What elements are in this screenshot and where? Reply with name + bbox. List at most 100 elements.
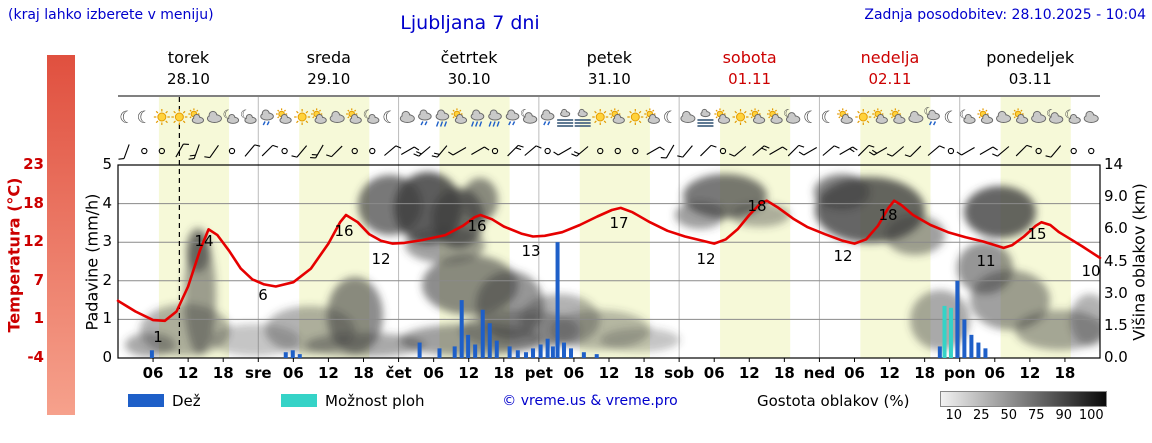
wind-barb-icon bbox=[310, 144, 324, 159]
day-name: sobota bbox=[722, 48, 777, 67]
weather-icon-partly bbox=[714, 108, 731, 124]
svg-text:☾: ☾ bbox=[959, 107, 970, 121]
wind-barb-icon bbox=[839, 146, 858, 155]
weather-icon-cloud bbox=[329, 110, 345, 123]
temperature-tick: 12 bbox=[23, 232, 44, 251]
time-tick-label: 06 bbox=[423, 364, 444, 382]
temperature-tick: 18 bbox=[23, 193, 44, 212]
weather-icon-cloud bbox=[908, 110, 924, 123]
weather-icon-sun bbox=[153, 109, 170, 125]
time-tick-label: sre bbox=[245, 364, 272, 382]
svg-text:☾: ☾ bbox=[363, 107, 374, 121]
weather-icon-partly bbox=[275, 108, 292, 124]
day-header-sobota: sobota 01.11 bbox=[679, 48, 820, 88]
rain-bar bbox=[962, 319, 967, 358]
weather-icon-cloud bbox=[206, 110, 222, 123]
time-tick-label: 12 bbox=[178, 364, 199, 382]
day-date: 28.10 bbox=[167, 70, 210, 88]
cloud-density-gradient bbox=[940, 391, 1107, 407]
weather-icon-partlym: ☾ bbox=[223, 107, 240, 124]
day-header-petek: petek 31.10 bbox=[539, 48, 680, 88]
day-header-ponedeljek: ponedeljek 03.11 bbox=[960, 48, 1101, 88]
weather-icon-sun bbox=[294, 109, 311, 125]
weather-icon-sun bbox=[855, 109, 872, 125]
time-tick-label: sob bbox=[664, 364, 694, 382]
daylight-band bbox=[720, 97, 791, 358]
svg-text:☾: ☾ bbox=[382, 108, 397, 128]
temperature-value-label: 12 bbox=[371, 250, 390, 268]
time-tick-label: 06 bbox=[283, 364, 304, 382]
time-tick-label: 18 bbox=[634, 364, 655, 382]
svg-text:☾: ☾ bbox=[1064, 107, 1075, 121]
wind-barb-icon bbox=[471, 146, 490, 155]
rain-bar bbox=[937, 346, 942, 358]
rain-bar bbox=[550, 346, 555, 358]
svg-text:☾: ☾ bbox=[783, 107, 793, 120]
cloud-height-tick: 1.5 bbox=[1104, 315, 1128, 334]
svg-text:☾: ☾ bbox=[520, 107, 530, 120]
wind-calm-icon bbox=[351, 147, 358, 155]
wind-barb-icon bbox=[244, 144, 261, 157]
wind-barb-icon bbox=[1045, 145, 1062, 158]
wind-barb-icon bbox=[204, 144, 219, 159]
svg-text:☾: ☾ bbox=[223, 107, 234, 121]
rain-bar bbox=[507, 346, 512, 358]
weather-icon-partly bbox=[311, 108, 327, 124]
rain-bar bbox=[149, 350, 154, 358]
rain-bar bbox=[955, 280, 960, 358]
day-date: 29.10 bbox=[307, 70, 351, 88]
day-name: petek bbox=[586, 48, 633, 67]
rain-bar bbox=[523, 352, 528, 358]
rain-bar bbox=[283, 352, 288, 358]
wind-calm-icon bbox=[491, 147, 499, 155]
day-header-nedelja: nedelja 02.11 bbox=[819, 48, 960, 88]
day-name: torek bbox=[167, 48, 210, 67]
temperature-value-label: 18 bbox=[747, 197, 766, 215]
time-tick-label: pet bbox=[525, 364, 553, 382]
weather-icon-cloudm: ☾ bbox=[783, 107, 801, 124]
rain-bar bbox=[561, 342, 566, 358]
wind-barb-icon bbox=[507, 144, 524, 157]
wind-barb-icon bbox=[660, 144, 675, 159]
wind-barb-icon bbox=[326, 145, 343, 158]
precipitation-tick: 3 bbox=[102, 232, 112, 251]
wind-barb-icon bbox=[979, 146, 998, 155]
temperature-curve bbox=[116, 199, 1102, 323]
svg-text:☾: ☾ bbox=[137, 108, 152, 128]
weather-icon-drizzle bbox=[418, 109, 432, 126]
weather-icon-partlym: ☾ bbox=[240, 107, 257, 124]
wind-barb-icon bbox=[769, 146, 788, 155]
weather-icon-partly bbox=[451, 108, 468, 124]
wind-barb-icon bbox=[413, 146, 431, 157]
weather-icon-partly bbox=[346, 108, 362, 124]
rain-bar bbox=[466, 334, 471, 358]
wind-barb-icon bbox=[431, 145, 448, 158]
wind-calm-icon bbox=[369, 147, 376, 155]
wind-barb-icon bbox=[868, 147, 888, 156]
wind-barb-icon bbox=[857, 144, 875, 157]
temperature-value-label: 6 bbox=[258, 286, 268, 304]
weather-icon-partlym: ☾ bbox=[363, 107, 380, 124]
wind-barb-icon bbox=[261, 144, 279, 157]
weather-icon-moon: ☾ bbox=[943, 108, 958, 128]
weather-icon-moon: ☾ bbox=[803, 108, 818, 128]
cloud-height-tick: 14 bbox=[1104, 155, 1124, 173]
weather-icon-sun bbox=[592, 109, 609, 125]
rain-bar bbox=[983, 348, 988, 358]
wind-barb-icon bbox=[729, 146, 747, 157]
time-tick-label: 18 bbox=[774, 364, 795, 382]
wind-barb-icon bbox=[992, 146, 1010, 157]
precipitation-tick: 1 bbox=[102, 309, 112, 328]
weather-icon-sun bbox=[627, 109, 644, 125]
copyright-link[interactable]: © vreme.us & vreme.pro bbox=[502, 393, 678, 409]
cloud-height-tick: 9.0 bbox=[1104, 187, 1128, 206]
weather-icon-sun bbox=[732, 109, 749, 125]
wind-calm-icon bbox=[719, 147, 727, 155]
wind-calm-icon bbox=[1035, 147, 1042, 155]
weather-icon-fog bbox=[574, 108, 591, 127]
svg-text:☾: ☾ bbox=[119, 108, 134, 128]
shower-bar bbox=[948, 307, 953, 358]
temperature-value-label: 16 bbox=[467, 217, 486, 235]
weather-icon-partly bbox=[977, 108, 994, 124]
precipitation-tick: 5 bbox=[102, 155, 112, 173]
